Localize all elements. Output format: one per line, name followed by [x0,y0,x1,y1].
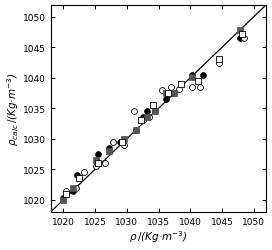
Point [119,140,124,144]
Point [102,162,107,166]
Point [238,29,242,33]
Point [64,189,69,193]
Point [134,128,138,132]
Point [77,177,81,181]
Point [75,174,79,178]
Point [217,58,221,62]
Point [111,140,115,144]
Point [153,110,157,114]
Point [164,92,168,96]
Point [189,86,194,89]
Y-axis label: $\rho_{calc}\,/$(Kg·m$^{-3}$): $\rho_{calc}\,/$(Kg·m$^{-3}$) [5,72,21,146]
Point [172,92,177,96]
Point [189,74,194,78]
Point [217,61,221,65]
Point [145,110,149,114]
Point [140,119,145,123]
Point [96,162,100,166]
Point [238,37,242,41]
Point [71,186,75,190]
Point [61,198,66,202]
Point [189,75,194,79]
X-axis label: $\rho\,/$(Kg·m$^{-3}$): $\rho\,/$(Kg·m$^{-3}$) [129,229,188,244]
Point [177,88,181,92]
Point [147,116,151,120]
Point [118,140,123,144]
Point [107,146,111,150]
Point [151,104,156,108]
Point [96,152,100,156]
Point [81,171,86,175]
Point [74,186,78,190]
Point [242,37,246,41]
Point [132,110,137,114]
Point [159,88,164,92]
Point [145,116,149,120]
Point [94,158,98,162]
Point [71,189,75,193]
Point [169,86,173,89]
Point [201,74,205,78]
Point [64,192,69,196]
Point [61,196,66,200]
Point [107,150,111,154]
Point [134,128,138,132]
Point [153,110,157,114]
Point [164,98,168,102]
Point [240,33,245,37]
Point [138,119,143,123]
Point [140,116,145,120]
Point [121,137,126,141]
Point [121,143,126,147]
Point [196,80,200,84]
Point [178,82,183,86]
Point [198,86,202,89]
Point [166,92,170,96]
Point [94,164,98,168]
Point [172,92,177,96]
